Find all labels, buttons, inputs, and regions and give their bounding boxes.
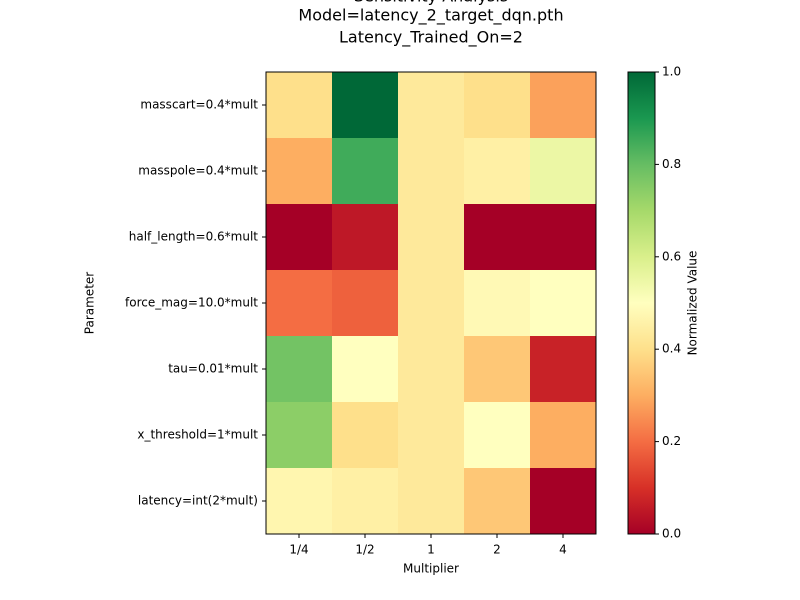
heatmap-cell xyxy=(530,204,597,271)
heatmap-cell xyxy=(464,138,531,205)
heatmap-cell xyxy=(332,468,399,535)
heatmap-cell xyxy=(464,336,531,403)
colorbar-tick-label: 0.2 xyxy=(662,434,681,448)
heatmap-cell xyxy=(266,270,333,337)
heatmap-cell xyxy=(398,402,465,469)
heatmap-cell xyxy=(464,72,531,139)
heatmap-cell xyxy=(398,138,465,205)
heatmap-cell xyxy=(266,468,333,535)
colorbar xyxy=(627,71,656,535)
heatmap-cell xyxy=(530,402,597,469)
colorbar-tick-label: 0.0 xyxy=(662,527,681,541)
heatmap-cell xyxy=(530,138,597,205)
y-tick-label: x_threshold=1*mult xyxy=(137,428,258,442)
y-tick-label: masspole=0.4*mult xyxy=(138,164,258,178)
y-tick-label: masscart=0.4*mult xyxy=(140,98,258,112)
heatmap-cell xyxy=(266,336,333,403)
x-axis-label: Multiplier xyxy=(403,562,459,576)
heatmap-cell xyxy=(332,72,399,139)
x-tick-label: 1/2 xyxy=(355,543,374,557)
heatmap-cell xyxy=(266,402,333,469)
colorbar-tick-label: 0.4 xyxy=(662,342,681,356)
heatmap-cell xyxy=(398,270,465,337)
y-axis-label: Parameter xyxy=(83,272,97,334)
y-tick-label: latency=int(2*mult) xyxy=(138,494,258,508)
heatmap-cell xyxy=(530,72,597,139)
chart-title: Latency_Trained_On=2 xyxy=(339,28,523,48)
x-tick-label: 1/4 xyxy=(289,543,308,557)
heatmap-cell xyxy=(398,468,465,535)
x-tick-label: 2 xyxy=(493,543,501,557)
heatmap-cell xyxy=(332,402,399,469)
heatmap-cell xyxy=(464,270,531,337)
colorbar-tick-label: 1.0 xyxy=(662,65,681,79)
chart-title: Model=latency_2_target_dqn.pth xyxy=(298,6,563,26)
x-tick-label: 4 xyxy=(559,543,567,557)
heatmap-cell xyxy=(398,204,465,271)
y-tick-label: half_length=0.6*mult xyxy=(129,230,259,244)
x-tick-label: 1 xyxy=(427,543,435,557)
heatmap-cell xyxy=(332,138,399,205)
heatmap-cell xyxy=(464,204,531,271)
heatmap-cell xyxy=(398,336,465,403)
heatmap-cell xyxy=(332,204,399,271)
colorbar-tick-label: 0.6 xyxy=(662,249,681,263)
heatmap-cell xyxy=(266,204,333,271)
heatmap-cell xyxy=(464,468,531,535)
heatmap-cell xyxy=(266,138,333,205)
heatmap-cell xyxy=(332,336,399,403)
heatmap-cell xyxy=(530,468,597,535)
colorbar-label: Normalized Value xyxy=(686,251,700,356)
heatmap-cell xyxy=(332,270,399,337)
colorbar-tick-label: 0.8 xyxy=(662,157,681,171)
y-tick-label: tau=0.01*mult xyxy=(168,362,258,376)
y-tick-label: force_mag=10.0*mult xyxy=(125,296,258,310)
heatmap-cell xyxy=(266,72,333,139)
heatmap-cell xyxy=(530,336,597,403)
heatmap-cell xyxy=(530,270,597,337)
heatmap-cell xyxy=(464,402,531,469)
chart-title: Sensitivity Analysis xyxy=(354,0,508,6)
heatmap-cell xyxy=(398,72,465,139)
